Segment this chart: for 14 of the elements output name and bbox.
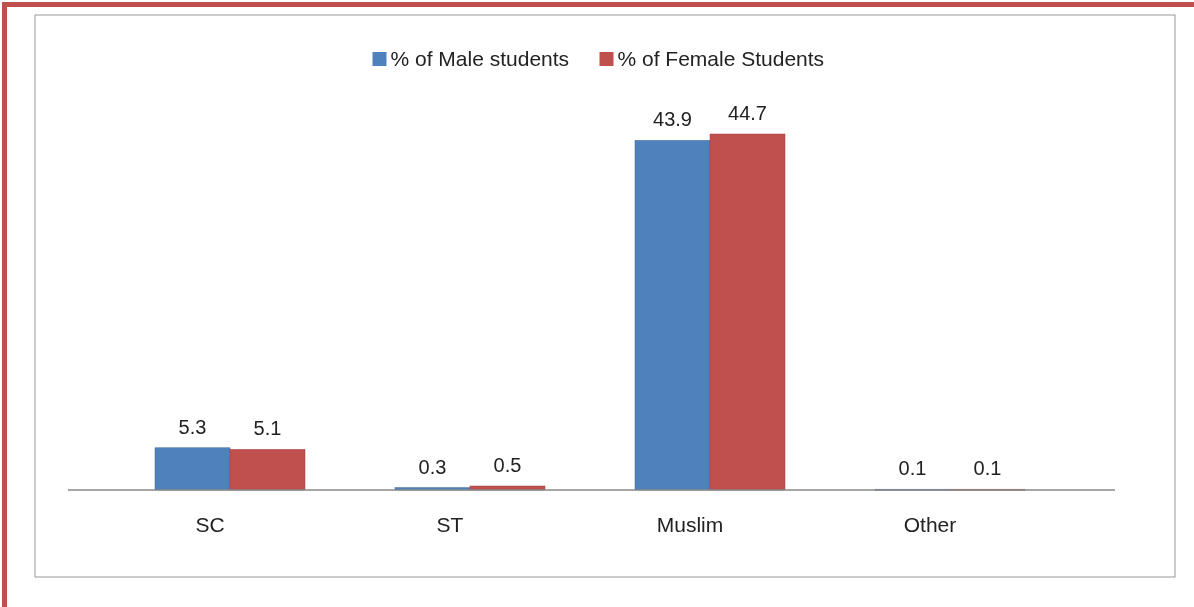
x-tick-label: SC bbox=[195, 513, 225, 536]
x-tick-label: Muslim bbox=[656, 513, 724, 536]
x-tick-label: ST bbox=[436, 513, 464, 536]
data-label: 0.1 bbox=[898, 457, 927, 479]
data-label: 5.3 bbox=[178, 415, 207, 438]
x-tick-label: Other bbox=[903, 513, 957, 536]
legend-label: % of Female Students bbox=[617, 46, 825, 70]
data-label: 5.1 bbox=[253, 417, 282, 440]
data-label: 43.9 bbox=[653, 108, 692, 131]
data-label: 0.3 bbox=[418, 455, 447, 478]
data-label: 44.7 bbox=[728, 102, 767, 124]
legend-label: % of Male students bbox=[390, 46, 570, 70]
data-label: 0.1 bbox=[973, 457, 1002, 479]
data-label: 0.5 bbox=[493, 454, 522, 477]
